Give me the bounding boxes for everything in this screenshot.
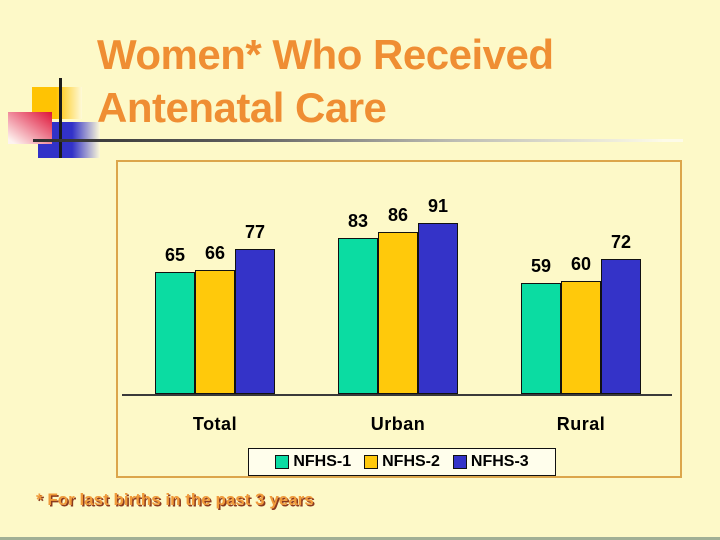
bar-value-label-total-nfhs-1: 65	[164, 245, 186, 265]
bar-value-label-rural-nfhs-1: 59	[530, 256, 552, 276]
bar-value-label-urban-nfhs-3: 91	[427, 196, 449, 216]
bar-rural-nfhs-2	[561, 281, 601, 394]
category-label-urban: Urban	[370, 414, 426, 434]
legend-item-nfhs-2: NFHS-2	[364, 453, 440, 471]
legend-swatch-nfhs-2	[364, 455, 379, 469]
footnote: * For last births in the past 3 years	[36, 490, 314, 509]
bar-urban-nfhs-1	[338, 238, 378, 394]
bar-value-label-urban-nfhs-2: 86	[387, 205, 409, 225]
legend-label-nfhs-3: NFHS-3	[470, 453, 529, 470]
bar-urban-nfhs-2	[378, 232, 418, 394]
legend-swatch-nfhs-3	[452, 455, 467, 469]
bar-rural-nfhs-1	[521, 283, 561, 394]
bar-value-label-total-nfhs-3: 77	[244, 222, 266, 242]
bar-total-nfhs-2	[195, 270, 235, 394]
slide-bottom-edge	[0, 537, 720, 540]
legend-item-nfhs-1: NFHS-1	[275, 453, 351, 471]
chart-legend: NFHS-1 NFHS-2 NFHS-3	[248, 448, 556, 476]
title-underline-rule	[33, 139, 683, 142]
slide-title: Women* Who Received Antenatal Care	[97, 28, 554, 134]
bar-value-label-urban-nfhs-1: 83	[347, 211, 369, 231]
legend-label-nfhs-2: NFHS-2	[382, 453, 440, 470]
bar-value-label-rural-nfhs-2: 60	[570, 254, 592, 274]
bar-urban-nfhs-3	[418, 223, 458, 394]
decoration-red-square	[8, 112, 52, 144]
bar-value-label-total-nfhs-2: 66	[204, 243, 226, 263]
legend-swatch-nfhs-1	[275, 455, 290, 469]
bar-total-nfhs-1	[155, 272, 195, 394]
slide-title-line1: Women* Who Received	[97, 31, 554, 78]
x-axis-line	[122, 394, 672, 396]
legend-item-nfhs-3: NFHS-3	[452, 453, 529, 471]
category-label-rural: Rural	[556, 414, 606, 434]
bar-total-nfhs-3	[235, 249, 275, 394]
slide-title-line2: Antenatal Care	[97, 84, 387, 131]
legend-label-nfhs-1: NFHS-1	[293, 453, 352, 470]
plot-area: 65 66 77 83 86 91 59 60 72	[122, 162, 672, 396]
category-label-total: Total	[192, 414, 238, 434]
decoration-vertical-line	[59, 78, 62, 158]
bar-rural-nfhs-3	[601, 259, 641, 394]
chart-panel: 65 66 77 83 86 91 59 60 72 NFHS-1 NFHS-2 NFHS-3 To…	[116, 160, 682, 478]
bar-value-label-rural-nfhs-3: 72	[610, 232, 632, 252]
